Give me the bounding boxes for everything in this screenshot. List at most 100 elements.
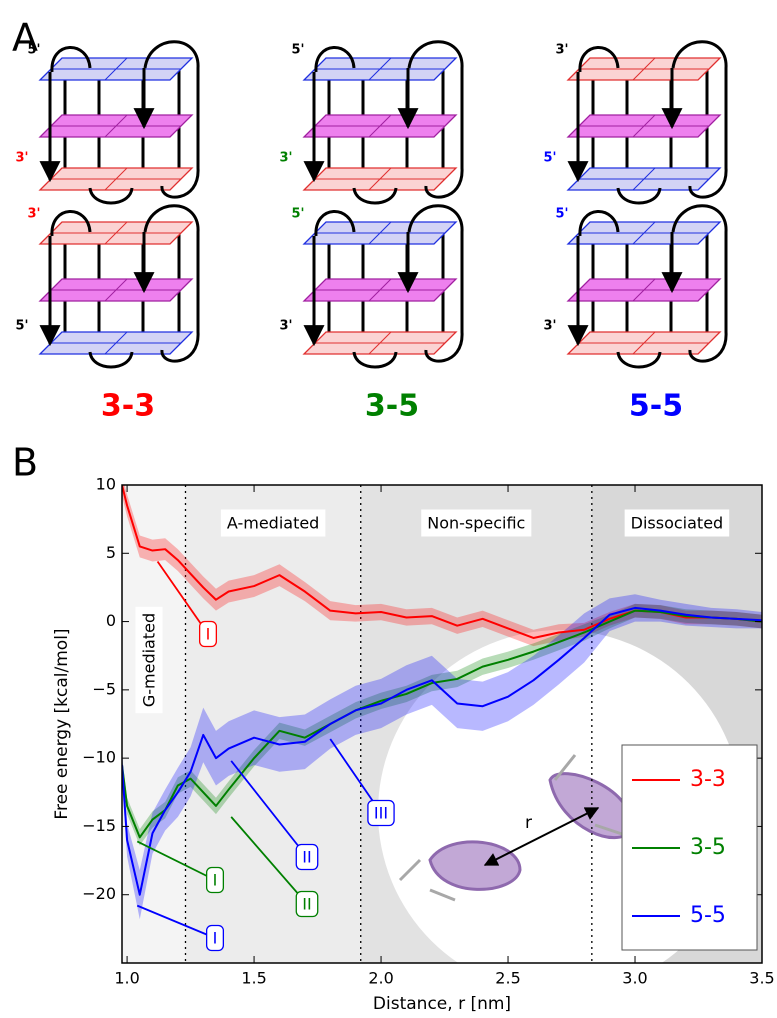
- loop: [352, 187, 398, 205]
- tetrad-line: [632, 278, 656, 302]
- annotation: I: [205, 866, 225, 894]
- series-line: [122, 606, 762, 896]
- x-tick-label: 1.5: [241, 969, 266, 988]
- tetrad-line: [104, 114, 128, 138]
- loop: [616, 351, 662, 369]
- loop: [578, 46, 620, 73]
- annotation: II: [295, 890, 319, 918]
- region-label: Non-specific: [427, 514, 525, 533]
- tetrad-line: [632, 114, 656, 138]
- annotation-box: [198, 620, 218, 648]
- x-tick-label: 3.5: [749, 969, 774, 988]
- strand-end-label: 5': [291, 207, 304, 222]
- tetrad-line: [368, 57, 392, 81]
- tetrad-line: [104, 57, 128, 81]
- x-tick-label: 2.5: [495, 969, 520, 988]
- tetrad-line: [104, 278, 128, 302]
- strand-end-label: 5': [291, 43, 304, 58]
- error-band: [122, 594, 762, 920]
- annotation-box: [205, 866, 225, 894]
- annotation-box: [295, 843, 319, 871]
- annotation-label: I: [213, 871, 218, 890]
- tetrad-line: [632, 57, 656, 81]
- tetrad-line: [368, 114, 392, 138]
- loop: [143, 204, 200, 363]
- diagram-name: 5-5: [629, 389, 683, 424]
- strand-end-label: 3': [27, 207, 40, 222]
- panel-label: A: [12, 16, 38, 60]
- diagram-name: 3-3: [101, 389, 155, 424]
- y-tick-label: −15: [82, 816, 116, 835]
- region-label-bg: [624, 509, 730, 537]
- region-label-box: G-mediated: [135, 606, 163, 714]
- strand-end-label: 3': [555, 43, 568, 58]
- region-label-box: A-mediated: [220, 509, 326, 537]
- y-tick-label: −5: [92, 679, 116, 698]
- loop: [616, 187, 662, 205]
- loop: [50, 46, 92, 73]
- tetrad-line: [368, 331, 392, 355]
- loop: [314, 210, 356, 237]
- y-tick-label: 0: [106, 611, 116, 630]
- legend-label: 3-3: [690, 767, 726, 792]
- region-label-box: Non-specific: [421, 509, 532, 537]
- loop: [50, 210, 92, 237]
- tetrad-line: [368, 278, 392, 302]
- loop: [671, 40, 728, 199]
- y-axis-label: Free energy [kcal/mol]: [52, 628, 72, 819]
- legend-label: 5-5: [690, 903, 726, 928]
- error-band: [122, 485, 762, 647]
- panel-label: B: [12, 441, 38, 485]
- strand-end-label: 3': [279, 151, 292, 166]
- y-tick-label: −10: [82, 748, 116, 767]
- strand-end-label: 5': [15, 319, 28, 334]
- region-label: A-mediated: [227, 514, 319, 533]
- region-label-bg: [135, 606, 163, 714]
- annotation-label: I: [206, 625, 211, 644]
- loop: [314, 46, 356, 73]
- region-label-bg: [421, 509, 532, 537]
- inset-arrow: [483, 807, 600, 866]
- y-tick-label: 5: [106, 543, 116, 562]
- region-shade: [122, 485, 186, 963]
- inset-molecules: [398, 754, 633, 902]
- region-label: Dissociated: [631, 514, 724, 533]
- strand-end-label: 5': [543, 151, 556, 166]
- loop: [407, 204, 464, 363]
- annotation-arrow: [136, 904, 216, 939]
- annotation-arrow: [230, 760, 308, 858]
- annotation-box: [295, 890, 319, 918]
- annotation: II: [295, 843, 319, 871]
- region-label-bg: [220, 509, 326, 537]
- strand-end-label: 5': [27, 43, 40, 58]
- strand-end-label: 5': [555, 207, 568, 222]
- annotation-arrow: [136, 840, 216, 881]
- series-line: [122, 609, 762, 839]
- loop: [578, 210, 620, 237]
- loop: [88, 351, 134, 369]
- tetrad-line: [104, 331, 128, 355]
- region-label: G-mediated: [140, 613, 159, 707]
- x-axis-label: Distance, r [nm]: [373, 994, 511, 1014]
- annotation-box: [367, 799, 395, 827]
- annotation-arrow: [156, 560, 209, 635]
- tetrad-line: [104, 221, 128, 245]
- strand-end-label: 3': [543, 319, 556, 334]
- x-tick-label: 2.0: [368, 969, 393, 988]
- annotation-box: [205, 924, 225, 952]
- strand-end-label: 3': [15, 151, 28, 166]
- y-tick-label: 10: [96, 475, 116, 494]
- plot-frame: [121, 484, 763, 964]
- loop: [352, 351, 398, 369]
- inset-label: r: [525, 813, 532, 833]
- annotation-label: II: [302, 848, 311, 867]
- annotation: I: [198, 620, 218, 648]
- annotation: III: [367, 799, 395, 827]
- diagram-name: 3-5: [365, 389, 419, 424]
- strand-end-label: 3': [279, 319, 292, 334]
- y-tick-label: −20: [82, 884, 116, 903]
- loop: [671, 204, 728, 363]
- tetrad-line: [368, 221, 392, 245]
- x-tick-label: 3.0: [622, 969, 647, 988]
